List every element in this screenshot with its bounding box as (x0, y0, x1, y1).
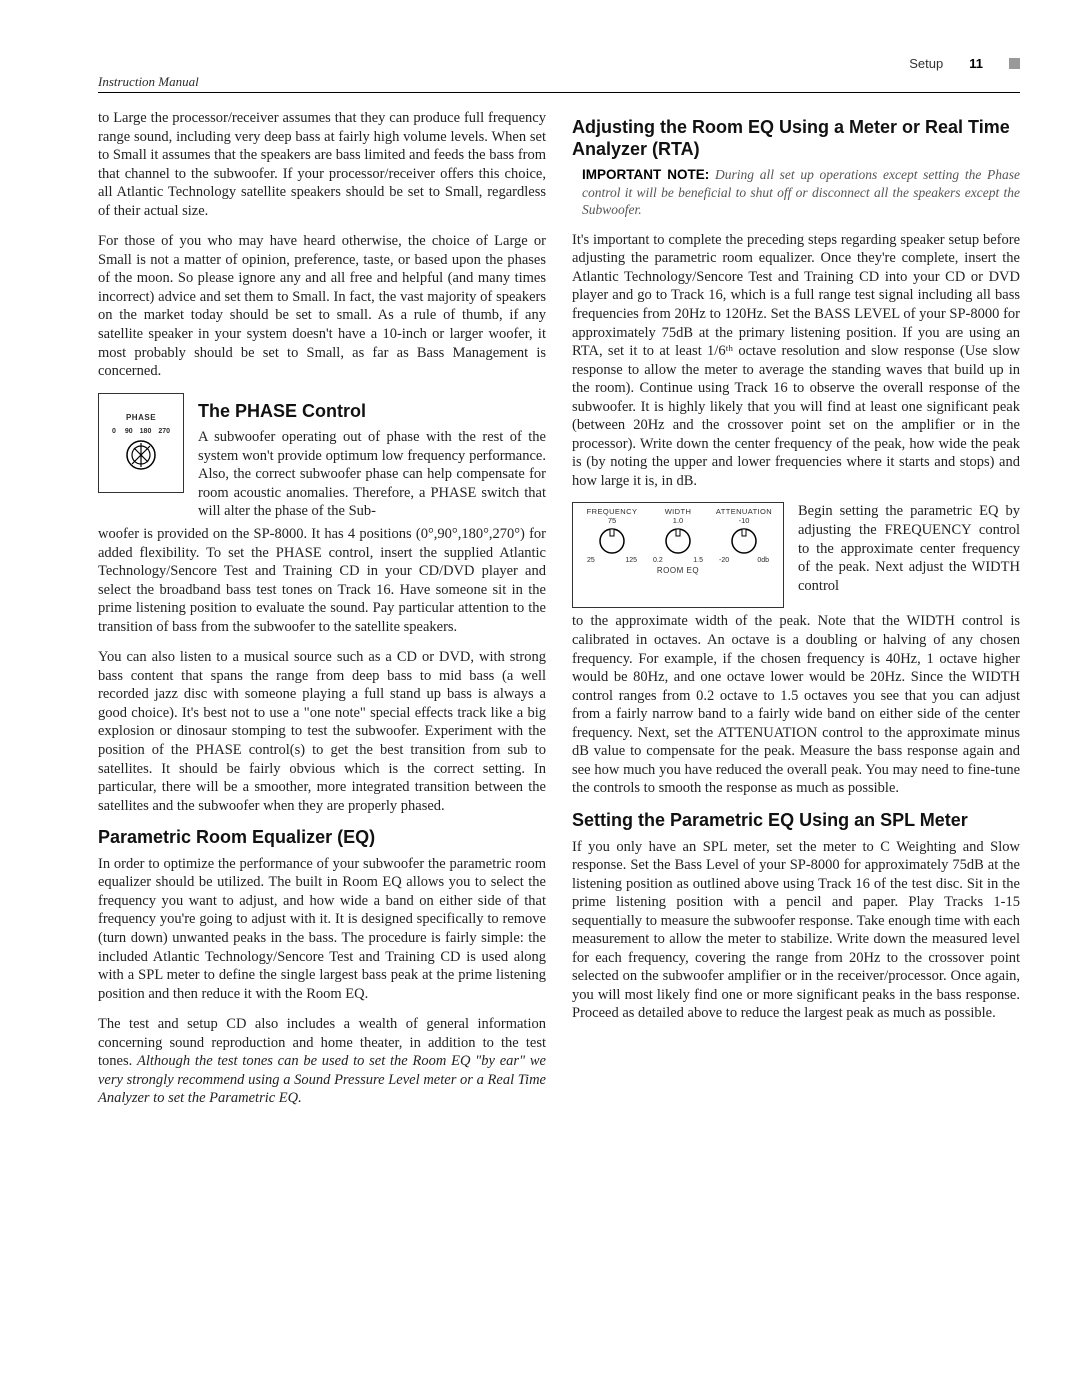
phase-control-block: PHASE 0 90 180 270 The PHASE Control A (98, 393, 546, 521)
body-text: to Large the processor/receiver assumes … (98, 109, 546, 220)
knob-icon (596, 525, 628, 557)
body-text: For those of you who may have heard othe… (98, 232, 546, 380)
room-eq-diagram: FREQUENCY 75 25125 WIDTH 1.0 0.21.5 ATTE… (572, 502, 784, 608)
room-eq-block: FREQUENCY 75 25125 WIDTH 1.0 0.21.5 ATTE… (572, 502, 1020, 608)
diagram-label: PHASE (126, 413, 156, 422)
page-number: 11 (969, 56, 983, 71)
right-column: Adjusting the Room EQ Using a Meter or R… (572, 109, 1020, 1120)
body-text: woofer is provided on the SP-8000. It ha… (98, 525, 546, 636)
body-text: It's important to complete the preceding… (572, 231, 1020, 491)
phase-scale: 0 90 180 270 (112, 428, 170, 435)
width-knob: WIDTH 1.0 0.21.5 (647, 507, 709, 564)
spl-heading: Setting the Parametric EQ Using an SPL M… (572, 810, 1020, 832)
body-text: You can also listen to a musical source … (98, 648, 546, 815)
peq-heading: Parametric Room Equalizer (EQ) (98, 827, 546, 849)
phase-diagram: PHASE 0 90 180 270 (98, 393, 184, 493)
eq-knob-row: FREQUENCY 75 25125 WIDTH 1.0 0.21.5 ATTE… (579, 507, 777, 564)
body-text: The test and setup CD also includes a we… (98, 1015, 546, 1108)
running-head: Instruction Manual (98, 74, 1020, 93)
attenuation-knob: ATTENUATION -10 -200db (713, 507, 775, 564)
page-marker-icon (1009, 58, 1020, 69)
freq-knob: FREQUENCY 75 25125 (581, 507, 643, 564)
eq-diagram-title: ROOM EQ (657, 566, 699, 575)
body-text: If you only have an SPL meter, set the m… (572, 838, 1020, 1023)
knob-icon (728, 525, 760, 557)
section-label: Setup (909, 56, 943, 71)
body-text: A subwoofer operating out of phase with … (198, 428, 546, 521)
phase-heading: The PHASE Control (198, 401, 546, 423)
knob-icon (123, 437, 159, 473)
knob-icon (662, 525, 694, 557)
important-note: IMPORTANT NOTE: During all set up operat… (582, 166, 1020, 219)
content-columns: to Large the processor/receiver assumes … (98, 109, 1020, 1120)
page-header: Setup 11 (909, 56, 1020, 71)
left-column: to Large the processor/receiver assumes … (98, 109, 546, 1120)
body-text: to the approximate width of the peak. No… (572, 612, 1020, 797)
body-text: Begin setting the parametric EQ by adjus… (798, 502, 1020, 608)
body-text: In order to optimize the performance of … (98, 855, 546, 1003)
rta-heading: Adjusting the Room EQ Using a Meter or R… (572, 117, 1020, 160)
